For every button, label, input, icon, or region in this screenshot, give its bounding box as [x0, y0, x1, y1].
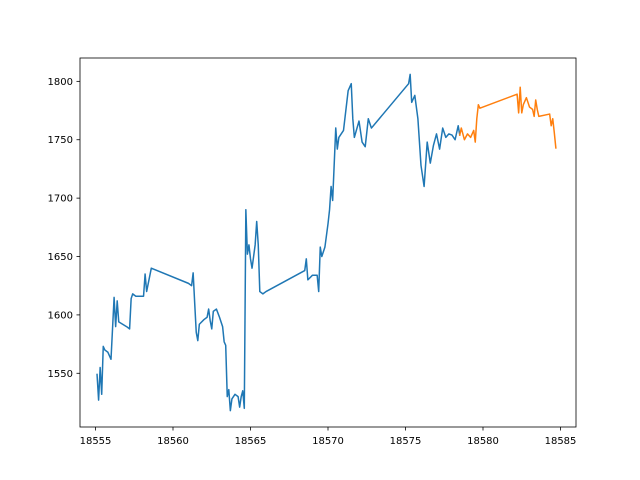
series-line-2	[458, 86, 557, 149]
axes: 18555 18560 18565 18570 18575 18580 18585 1550 1…	[48, 57, 577, 447]
series-line-1	[96, 73, 461, 412]
x-tick-label: 18585	[545, 436, 577, 447]
y-tick-label: 1550	[48, 369, 73, 380]
x-tick-label: 18565	[235, 436, 267, 447]
x-tick-label: 18580	[467, 436, 499, 447]
y-tick-label: 1800	[48, 77, 73, 88]
x-tick-label: 18570	[312, 436, 344, 447]
x-tick-label: 18575	[390, 436, 422, 447]
y-tick-label: 1600	[48, 310, 73, 321]
y-tick-label: 1650	[48, 252, 73, 263]
y-tick-label: 1750	[48, 135, 73, 146]
y-tick-label: 1700	[48, 194, 73, 205]
x-tick-label: 18555	[80, 436, 112, 447]
x-tick-label: 18560	[157, 436, 189, 447]
series-layer	[96, 73, 557, 412]
